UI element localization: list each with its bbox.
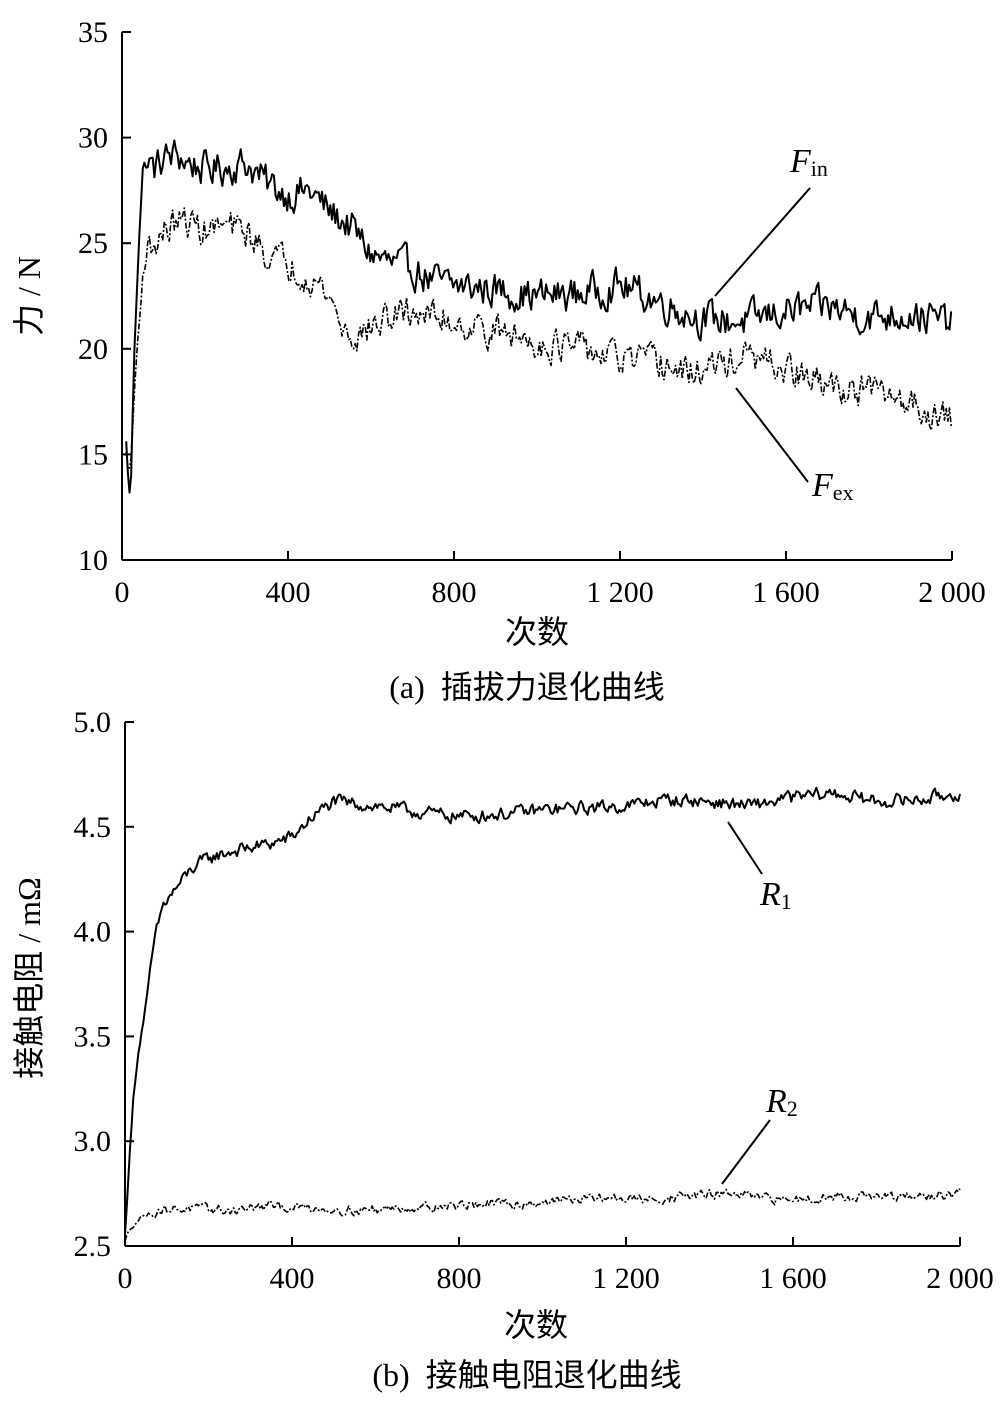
- panel-a-x-axis-title: 次数: [505, 614, 569, 650]
- panel-a-x-tick-label: 1 600: [752, 576, 820, 609]
- panel-a-x-tick-label: 0: [115, 576, 130, 609]
- panel-a-y-tick-label: 25: [78, 227, 108, 260]
- panel-b-y-tick-label: 2.5: [74, 1230, 112, 1263]
- panel-a-y-tick-label: 35: [78, 16, 108, 49]
- panel-b-caption: (b) 接触电阻退化曲线: [372, 1357, 681, 1393]
- panel-a-y-tick-label: 10: [78, 544, 108, 577]
- panel-a-fex-leader: [735, 387, 809, 483]
- panel-a-x-tick-label: 2 000: [918, 576, 986, 609]
- panel-a-fin-leader: [714, 187, 811, 297]
- panel-b-y-tick-label: 3.5: [74, 1020, 112, 1053]
- panel-b-y-tick-label: 4.0: [74, 916, 112, 949]
- panel-a-y-tick-label: 30: [78, 122, 108, 155]
- panel-b-r1-leader: [727, 821, 763, 875]
- panel-a-x-ticks: 0 400 800 1 200 1 600 2 000: [115, 551, 986, 609]
- panel-b-y-tick-label: 4.5: [74, 811, 112, 844]
- panel-a-fin-label: Fin: [789, 143, 828, 181]
- panel-a-y-ticks: 10 15 20 25 30 35: [78, 16, 131, 577]
- panel-b-axes: [124, 722, 960, 1247]
- panel-a-fex-label: Fex: [811, 467, 854, 505]
- panel-a-series-f-in-line: [125, 139, 953, 494]
- panel-b-y-tick-label: 5.0: [74, 706, 112, 739]
- panel-b-y-tick-label: 3.0: [74, 1125, 112, 1158]
- panel-a-y-tick-label: 15: [78, 438, 108, 471]
- panel-b-x-tick-label: 1 600: [759, 1262, 827, 1295]
- panel-a-x-tick-label: 800: [432, 576, 477, 609]
- panel-b-x-tick-label: 400: [270, 1262, 315, 1295]
- panel-b-x-tick-label: 2 000: [926, 1262, 994, 1295]
- panel-b-x-tick-label: 800: [437, 1262, 482, 1295]
- panel-a-axes: [121, 32, 952, 561]
- panel-b-x-ticks: 0 400 800 1 200 1 600 2 000: [118, 1237, 994, 1295]
- panel-b-series-r-1-line: [124, 786, 961, 1235]
- panel-a-x-tick-label: 1 200: [586, 576, 654, 609]
- panel-b-r1-label: R1: [759, 876, 792, 914]
- panel-b-x-tick-label: 0: [118, 1262, 133, 1295]
- panel-b-r2-label: R2: [765, 1083, 798, 1121]
- panel-b-x-axis-title: 次数: [504, 1307, 568, 1343]
- panel-a-y-tick-label: 20: [78, 333, 108, 366]
- panel-a-caption: (a) 插拔力退化曲线: [389, 669, 665, 705]
- panel-a-series-f-ex-line: [125, 207, 952, 469]
- panel-b-y-axis-title: 接触电阻 / mΩ: [11, 877, 47, 1079]
- panel-b-x-tick-label: 1 200: [592, 1262, 660, 1295]
- panel-b-series: [124, 786, 961, 1242]
- panel-a-y-axis-title: 力 / N: [11, 256, 47, 336]
- panel-b: 2.5 3.0 3.5 4.0 4.5 5.0 0 400 800 1 200 1 600 2 00…: [11, 706, 994, 1393]
- panel-b-series-r-2-line: [124, 1188, 961, 1242]
- panel-b-r2-leader: [721, 1119, 771, 1185]
- panel-a-x-tick-label: 400: [266, 576, 311, 609]
- panel-b-y-ticks: 2.5 3.0 3.5 4.0 4.5 5.0: [74, 706, 134, 1263]
- panel-a-series: [125, 139, 953, 494]
